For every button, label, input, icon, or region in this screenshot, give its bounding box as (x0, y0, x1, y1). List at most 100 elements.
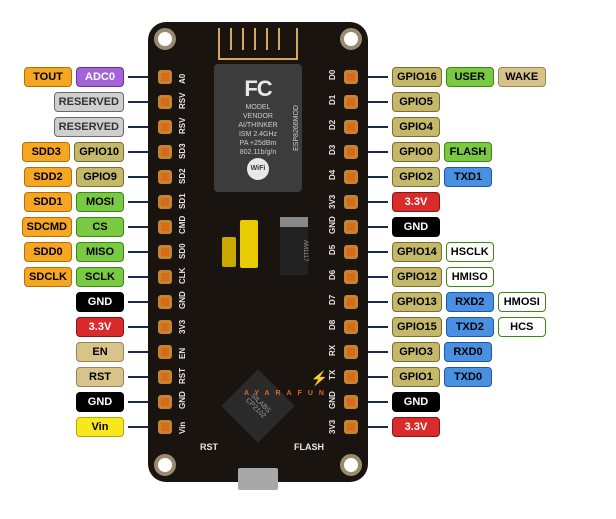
silk-label: GND (176, 395, 190, 409)
silk-label: SD2 (176, 170, 190, 184)
mount-hole (154, 28, 176, 50)
silk-label: RSV (176, 120, 190, 134)
wire (128, 151, 148, 153)
silk-label: GND (326, 220, 340, 234)
pin-tag: GND (392, 217, 440, 237)
pin-tag: GPIO13 (392, 292, 442, 312)
fcc-logo: FC (244, 76, 271, 102)
mount-hole (340, 28, 362, 50)
wire (128, 376, 148, 378)
wire (368, 326, 388, 328)
silk-label: D3 (326, 145, 340, 159)
pin-tag: GPIO12 (392, 267, 442, 287)
silk-label: SD0 (176, 245, 190, 259)
pin-row-right: GPIO16USERWAKE (368, 67, 546, 87)
wire (368, 151, 388, 153)
pin-tag: GND (392, 392, 440, 412)
wire (368, 276, 388, 278)
pin-pad (158, 270, 172, 284)
wire (128, 76, 148, 78)
silk-label: RST (176, 370, 190, 384)
pin-tag: RXD0 (444, 342, 492, 362)
pin-tag: Vin (76, 417, 124, 437)
pin-row-right: 3.3V (368, 417, 440, 437)
pin-pad (158, 420, 172, 434)
silk-label: GND (176, 295, 190, 309)
pin-pad (344, 220, 358, 234)
module-side: ESP8266MOD (293, 105, 300, 151)
silk-label: D8 (326, 320, 340, 334)
silkscreen-left: A0RSVRSVSD3SD2SD1CMDSD0CLKGND3V3ENRSTGND… (176, 70, 190, 434)
pin-row-right: GND (368, 392, 440, 412)
pin-row-left: RST (76, 367, 148, 387)
wire (128, 276, 148, 278)
module-line: VENDOR (243, 113, 273, 120)
wire (368, 126, 388, 128)
pin-pad (344, 395, 358, 409)
pin-pad (158, 345, 172, 359)
silk-label: RSV (176, 95, 190, 109)
wire (128, 176, 148, 178)
wire (368, 176, 388, 178)
pin-row-right: GPIO1TXD0 (368, 367, 492, 387)
pin-row-left: GND (76, 392, 148, 412)
module-line: MODEL (246, 104, 271, 111)
pin-pad (158, 95, 172, 109)
voltage-regulator: AM1117 (280, 217, 308, 275)
pin-tag: MISO (76, 242, 124, 262)
pin-tag: MOSI (76, 192, 124, 212)
silk-label: D0 (326, 70, 340, 84)
pin-tag: GPIO5 (392, 92, 440, 112)
module-line: 802.11b/g/n (240, 149, 276, 156)
pin-pad (158, 145, 172, 159)
silk-label: 3V3 (326, 420, 340, 434)
wire (368, 101, 388, 103)
wire (128, 301, 148, 303)
button-label-rst: RST (200, 442, 218, 452)
pin-pad (344, 120, 358, 134)
pin-tag: RST (76, 367, 124, 387)
pin-tag: SDD2 (24, 167, 72, 187)
pin-tag: SDCMD (22, 217, 72, 237)
pin-row-right: 3.3V (368, 192, 440, 212)
pin-row-left: SDD0MISO (24, 242, 148, 262)
pin-tag: ADC0 (76, 67, 124, 87)
module-line: AI/THINKER (238, 122, 277, 129)
pin-pad (344, 70, 358, 84)
pin-row-left: EN (76, 342, 148, 362)
pin-tag: SDD1 (24, 192, 72, 212)
silk-label: SD3 (176, 145, 190, 159)
silk-label: TX (326, 370, 340, 384)
capacitor (222, 237, 236, 267)
pin-pad (344, 145, 358, 159)
pin-tag: HCS (498, 317, 546, 337)
pin-tag: GPIO10 (74, 142, 124, 162)
wire (128, 426, 148, 428)
wire (368, 351, 388, 353)
silk-label: D6 (326, 270, 340, 284)
usb-port (238, 468, 278, 490)
pin-pad (158, 120, 172, 134)
silk-label: A0 (176, 70, 190, 84)
pin-tag: GPIO3 (392, 342, 440, 362)
pin-pad (158, 245, 172, 259)
pin-row-right: GPIO5 (368, 92, 440, 112)
pin-pad (158, 370, 172, 384)
module-line: PA +25dBm (240, 140, 277, 147)
pin-tag: SCLK (76, 267, 124, 287)
pin-tag: GPIO0 (392, 142, 440, 162)
pin-pad (344, 320, 358, 334)
pin-tag: RESERVED (54, 92, 124, 112)
pin-tag: GPIO15 (392, 317, 442, 337)
pin-row-right: GPIO14HSCLK (368, 242, 494, 262)
silk-label: 3V3 (176, 320, 190, 334)
wire (368, 301, 388, 303)
pin-tag: HSCLK (446, 242, 494, 262)
pin-tag: SDD3 (22, 142, 70, 162)
board-brand: AYARAFUN (186, 390, 330, 397)
pin-pad (344, 95, 358, 109)
pin-tag: GPIO14 (392, 242, 442, 262)
pin-row-left: SDD2GPIO9 (24, 167, 148, 187)
silk-label: CMD (176, 220, 190, 234)
pin-tag: 3.3V (392, 192, 440, 212)
